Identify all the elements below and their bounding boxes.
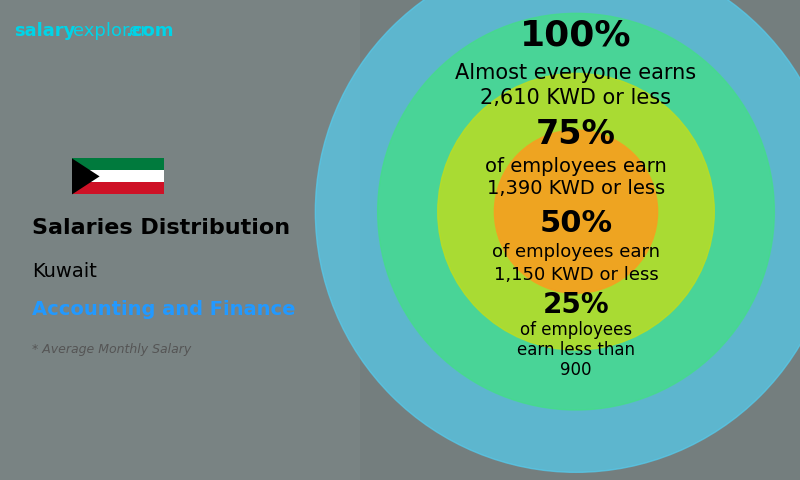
Text: 1,390 KWD or less: 1,390 KWD or less: [487, 180, 665, 199]
Bar: [72, 158, 164, 170]
Bar: [72, 182, 164, 194]
Text: 50%: 50%: [539, 208, 613, 238]
Text: of employees: of employees: [520, 321, 632, 338]
Text: 25%: 25%: [542, 290, 610, 319]
Text: Salaries Distribution: Salaries Distribution: [32, 218, 290, 239]
Text: 900: 900: [560, 361, 592, 379]
Text: of employees earn: of employees earn: [492, 243, 660, 262]
Text: 100%: 100%: [520, 19, 632, 53]
Text: * Average Monthly Salary: * Average Monthly Salary: [32, 343, 191, 356]
Circle shape: [378, 13, 774, 410]
Text: Almost everyone earns: Almost everyone earns: [455, 63, 697, 84]
Text: earn less than: earn less than: [517, 341, 635, 359]
Text: .com: .com: [125, 22, 174, 40]
Bar: [72, 170, 164, 182]
Circle shape: [438, 73, 714, 350]
Circle shape: [315, 0, 800, 472]
Text: of employees earn: of employees earn: [485, 157, 667, 176]
Bar: [0, 0, 360, 480]
Text: Accounting and Finance: Accounting and Finance: [32, 300, 295, 319]
Polygon shape: [72, 158, 99, 194]
Text: 1,150 KWD or less: 1,150 KWD or less: [494, 266, 658, 284]
Text: salary: salary: [14, 22, 76, 40]
Text: 2,610 KWD or less: 2,610 KWD or less: [481, 88, 671, 108]
Circle shape: [494, 130, 658, 293]
Bar: [360, 0, 800, 480]
Text: 75%: 75%: [536, 118, 616, 151]
Text: explorer: explorer: [73, 22, 147, 40]
Text: Kuwait: Kuwait: [32, 262, 97, 281]
